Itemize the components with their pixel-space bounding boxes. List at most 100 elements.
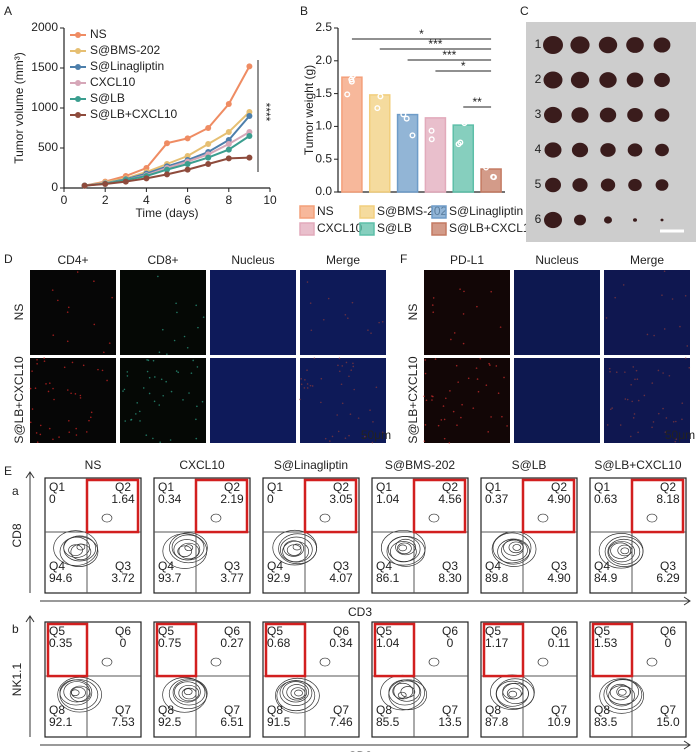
quadrant-value: 0.34 xyxy=(158,492,182,506)
signal xyxy=(630,383,632,386)
signal xyxy=(90,416,92,419)
signal xyxy=(159,441,161,443)
scale-label: 50μm xyxy=(665,428,695,442)
y-tick-label: 1.0 xyxy=(315,119,332,133)
signal xyxy=(381,320,384,323)
signal xyxy=(370,332,372,334)
y-tick-label: 2.5 xyxy=(315,20,332,34)
quadrant-label: Q4 xyxy=(158,559,174,573)
panel-letter: F xyxy=(400,252,407,266)
signal xyxy=(306,369,308,372)
row-label: 1 xyxy=(535,37,542,51)
contour xyxy=(397,691,407,699)
tumor xyxy=(543,36,563,54)
signal xyxy=(111,296,113,299)
signal xyxy=(146,359,148,361)
signal xyxy=(606,424,609,426)
signal xyxy=(170,390,173,393)
signal xyxy=(344,314,347,316)
quadrant-value: 91.5 xyxy=(267,715,291,729)
tumor xyxy=(544,106,562,124)
signal xyxy=(369,409,371,412)
tumor xyxy=(544,142,562,158)
signal xyxy=(90,411,93,414)
signal xyxy=(338,370,341,373)
signal xyxy=(637,399,640,402)
tumor xyxy=(604,216,612,224)
legend-swatch xyxy=(359,222,375,236)
signal xyxy=(147,359,150,362)
signal xyxy=(437,424,440,427)
signal xyxy=(350,369,353,371)
highlight xyxy=(85,478,140,534)
signal xyxy=(196,405,198,408)
legend-marker xyxy=(75,112,81,118)
signal xyxy=(349,413,352,415)
contour xyxy=(397,542,412,555)
legend-label: S@Linagliptin xyxy=(449,204,523,218)
data-point xyxy=(143,175,150,182)
quadrant-label: Q4 xyxy=(594,559,610,573)
highlight xyxy=(373,622,416,678)
data-point xyxy=(102,181,109,187)
signal xyxy=(153,400,156,403)
signal xyxy=(300,378,302,380)
data-point xyxy=(225,146,232,153)
quadrant-label: Q5 xyxy=(49,624,65,638)
quadrant-value: 86.1 xyxy=(376,571,400,585)
data-dot xyxy=(378,76,385,83)
signal xyxy=(66,340,69,343)
contour xyxy=(162,677,207,713)
signal xyxy=(148,376,151,379)
signal xyxy=(487,431,489,433)
signal xyxy=(631,400,633,403)
photo xyxy=(526,22,696,242)
tumor xyxy=(599,107,617,123)
signal xyxy=(341,402,344,405)
signal xyxy=(455,364,458,367)
quadrant-value: 3.05 xyxy=(329,492,353,506)
data-point xyxy=(225,141,232,147)
y-axis-title: Tumor weight (g) xyxy=(302,65,316,155)
contour xyxy=(171,534,205,561)
legend-label: NS xyxy=(90,27,107,41)
quadrant-value: 0.75 xyxy=(158,636,182,650)
contour xyxy=(428,657,440,667)
annotation: * xyxy=(461,59,466,73)
quadrant-label: Q1 xyxy=(594,480,610,494)
contour xyxy=(398,544,408,552)
annotation: * xyxy=(419,27,424,41)
tumor xyxy=(655,179,669,191)
quadrant-value: 0 xyxy=(665,636,672,650)
data-point xyxy=(205,154,212,161)
signal xyxy=(489,364,491,366)
legend-label: CXCL10 xyxy=(90,75,136,89)
y-axis-title: CD8 xyxy=(10,523,24,547)
quadrant-label: Q1 xyxy=(376,480,392,494)
signal xyxy=(76,271,79,273)
contour xyxy=(59,536,99,567)
signal xyxy=(49,382,51,384)
quadrant-value: 0 xyxy=(120,636,127,650)
contour xyxy=(292,543,302,551)
signal xyxy=(177,371,180,374)
signal xyxy=(165,380,167,383)
row-label: NS xyxy=(406,304,420,321)
signal xyxy=(52,387,54,390)
signal xyxy=(425,399,428,402)
annotation: **** xyxy=(259,103,273,122)
signal xyxy=(450,338,452,341)
legend-swatch xyxy=(431,205,447,219)
quadrant-value: 6.29 xyxy=(656,571,680,585)
legend-label: S@LB+CXCL10 xyxy=(449,221,537,235)
data-point xyxy=(164,166,170,173)
signal xyxy=(651,426,653,429)
contour xyxy=(178,542,200,560)
quadrant-value: 0.27 xyxy=(220,636,244,650)
quadrant-label: Q6 xyxy=(660,624,676,638)
contour xyxy=(537,513,549,523)
column-header: Nucleus xyxy=(231,253,274,267)
data-point xyxy=(246,154,253,161)
signal xyxy=(93,280,95,283)
signal xyxy=(190,372,193,374)
